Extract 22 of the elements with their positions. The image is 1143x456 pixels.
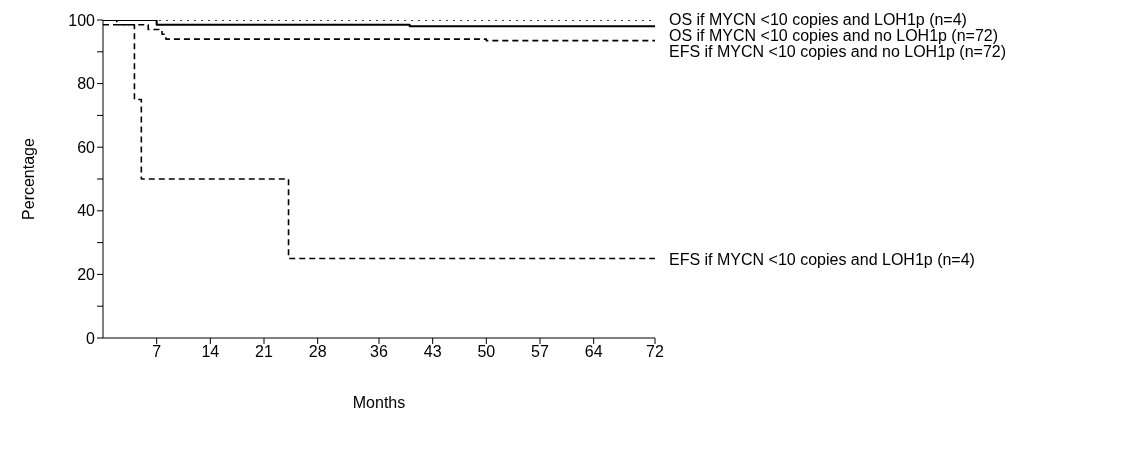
x-tick-label: 28 (308, 343, 327, 361)
series-label: EFS if MYCN <10 copies and LOH1p (n=4) (669, 251, 975, 269)
x-tick-label: 43 (423, 343, 442, 361)
y-tick-label: 40 (77, 202, 96, 220)
y-tick-label: 20 (77, 266, 96, 284)
x-tick-label: 50 (477, 343, 496, 361)
y-tick-label: 80 (77, 75, 96, 93)
x-tick-label: 7 (152, 343, 162, 361)
x-tick-label: 64 (584, 343, 603, 361)
x-tick-label: 21 (255, 343, 273, 361)
y-axis-title: Percentage (19, 137, 37, 220)
series-label: EFS if MYCN <10 copies and no LOH1p (n=72) (669, 43, 1007, 60)
y-tick-label: 60 (77, 138, 96, 156)
x-tick-label: 14 (201, 343, 220, 361)
y-tick-label: 0 (86, 329, 96, 347)
series-label: OS if MYCN <10 copies and LOH1p (n=4) (669, 11, 967, 28)
x-tick-label: 36 (370, 343, 388, 361)
x-tick-label: 57 (531, 343, 549, 361)
series-label: OS if MYCN <10 copies and no LOH1p (n=72) (669, 27, 999, 44)
x-tick-label: 72 (646, 343, 664, 361)
y-tick-label: 100 (68, 11, 96, 29)
x-axis-title: Months (352, 394, 406, 411)
